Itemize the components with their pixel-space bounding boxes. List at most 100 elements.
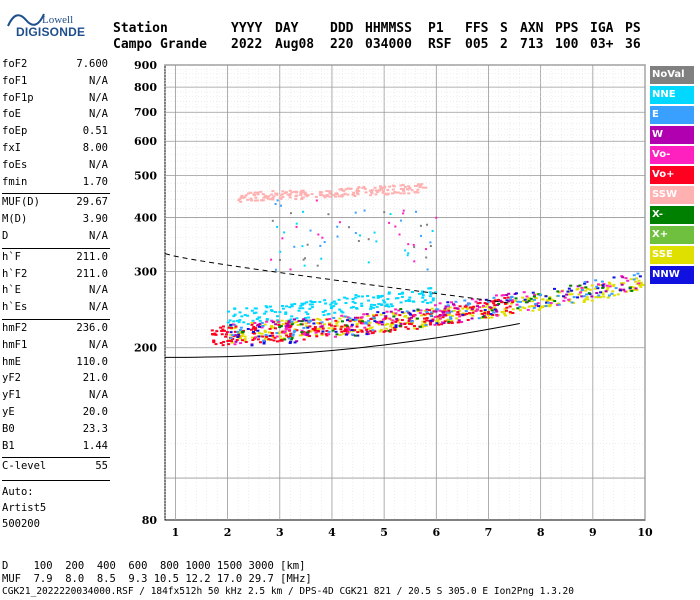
echo-mark — [316, 317, 320, 320]
echo-mark — [253, 336, 257, 339]
echo-mark — [466, 318, 470, 321]
echo-mark — [486, 312, 490, 315]
echo-mark — [397, 309, 401, 312]
echo-mark — [302, 258, 305, 261]
header-value-8: 713 — [520, 37, 544, 52]
echo-mark — [383, 185, 387, 188]
echo-mark — [425, 248, 428, 251]
echo-mark — [429, 311, 433, 314]
param-value: 23.3 — [82, 422, 108, 435]
echo-mark — [367, 327, 371, 330]
echo-mark — [474, 300, 478, 303]
echo-mark — [335, 333, 339, 336]
echo-mark — [323, 241, 326, 244]
echo-mark — [236, 335, 240, 338]
echo-mark — [379, 313, 383, 316]
echo-mark — [464, 309, 468, 312]
echo-mark — [300, 331, 304, 334]
echo-mark — [297, 320, 301, 323]
echo-mark — [596, 287, 600, 290]
echo-mark — [308, 325, 312, 328]
echo-mark — [441, 311, 445, 314]
echo-mark — [423, 322, 427, 325]
echo-mark — [516, 300, 520, 303]
echo-mark — [300, 302, 304, 305]
echo-mark — [263, 194, 267, 197]
echo-mark — [450, 321, 454, 324]
echo-mark — [260, 199, 264, 202]
echo-mark — [328, 192, 332, 195]
echo-mark — [421, 324, 425, 327]
echo-mark — [456, 321, 460, 324]
echo-mark — [632, 286, 636, 289]
echo-mark — [468, 313, 472, 316]
echo-mark — [233, 327, 237, 330]
echo-mark — [280, 193, 284, 196]
echo-mark — [322, 194, 326, 197]
param-row: yE 20.0 — [2, 406, 108, 421]
header-label-3: DDD — [330, 21, 354, 36]
echo-mark — [534, 302, 538, 305]
echo-mark — [523, 298, 527, 301]
echo-mark — [527, 299, 531, 302]
param-row: fxI 8.00 — [2, 142, 108, 157]
param-row: foE N/A — [2, 108, 108, 123]
echo-mark — [510, 302, 514, 305]
echo-mark — [492, 306, 496, 309]
echo-mark — [431, 299, 435, 302]
echo-mark — [346, 325, 350, 328]
echo-mark — [290, 305, 294, 308]
echo-mark — [443, 307, 447, 310]
echo-mark — [394, 320, 398, 323]
echo-mark — [290, 191, 294, 194]
echo-mark — [346, 331, 350, 334]
echo-mark — [355, 323, 359, 326]
echo-mark — [608, 282, 612, 285]
echo-mark — [435, 315, 439, 318]
echo-mark — [281, 307, 285, 310]
echo-mark — [320, 191, 324, 194]
echo-mark — [230, 341, 234, 344]
echo-mark — [357, 295, 361, 298]
header-value-1: 2022 — [231, 37, 263, 52]
echo-mark — [418, 185, 422, 188]
echo-mark — [463, 299, 467, 302]
param-value: N/A — [89, 108, 108, 121]
echo-mark — [275, 332, 279, 335]
echo-mark — [371, 329, 375, 332]
echo-mark — [293, 318, 297, 321]
echo-mark — [243, 196, 247, 199]
echo-mark — [428, 313, 432, 316]
echo-mark — [360, 329, 364, 332]
echo-mark — [426, 302, 430, 305]
echo-mark — [423, 317, 427, 320]
echo-mark — [265, 318, 269, 321]
params-separator — [2, 247, 110, 249]
echo-mark — [394, 327, 398, 330]
echo-mark — [422, 313, 426, 316]
echo-mark — [389, 319, 393, 322]
echo-mark — [530, 300, 534, 303]
echo-mark — [417, 292, 421, 295]
echo-mark — [429, 292, 433, 295]
echo-mark — [264, 310, 268, 313]
echo-mark — [483, 309, 487, 312]
echo-mark — [340, 189, 344, 192]
echo-mark — [406, 327, 410, 330]
echo-mark — [426, 312, 430, 315]
echo-mark — [335, 322, 339, 325]
echo-mark — [274, 323, 278, 326]
echo-mark — [321, 327, 325, 330]
echo-mark — [460, 320, 464, 323]
echo-mark — [254, 196, 258, 199]
echo-mark — [600, 280, 604, 283]
logo-wave-icon — [7, 13, 45, 27]
echo-mark — [567, 298, 571, 301]
echo-mark — [323, 309, 327, 312]
echo-mark — [299, 304, 303, 307]
param-label: foF1 — [2, 74, 28, 87]
echo-mark — [380, 328, 384, 331]
echo-mark — [599, 291, 603, 294]
echo-mark — [228, 319, 232, 322]
echo-mark — [271, 196, 275, 199]
